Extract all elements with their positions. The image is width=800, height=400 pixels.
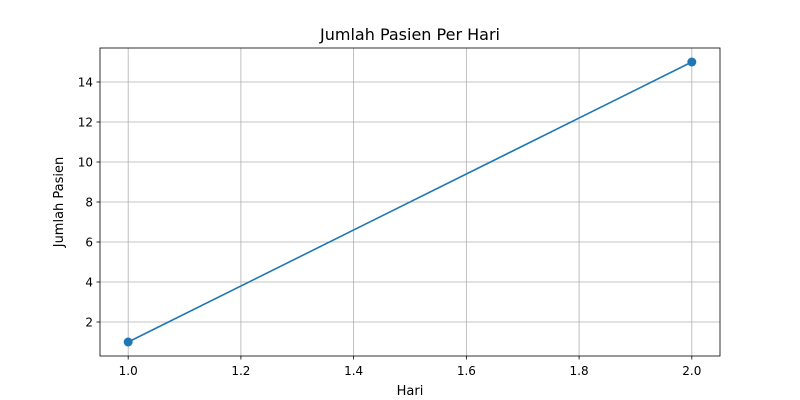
y-tick-label: 10 — [78, 156, 93, 170]
y-tick-label: 6 — [85, 236, 93, 250]
y-tick-label: 4 — [85, 276, 93, 290]
y-tick-label: 12 — [78, 116, 93, 130]
grid — [100, 48, 720, 356]
y-tick-label: 8 — [85, 196, 93, 210]
series-line — [127, 61, 693, 343]
x-tick-label: 1.4 — [344, 364, 363, 378]
series — [123, 57, 697, 347]
y-tick-label: 14 — [78, 76, 93, 90]
x-tick-label: 2.0 — [682, 364, 701, 378]
x-tick-label: 1.2 — [231, 364, 250, 378]
plot-frame — [99, 47, 721, 357]
x-tick-label: 1.0 — [119, 364, 138, 378]
y-axis-label: Jumlah Pasien — [52, 157, 67, 249]
x-axis-label: Hari — [397, 384, 424, 399]
chart-title: Jumlah Pasien Per Hari — [319, 25, 500, 44]
data-point — [123, 337, 133, 347]
x-tick-label: 1.6 — [457, 364, 476, 378]
axes: 1.0 1.2 1.4 1.6 1.8 2.0 2 4 6 8 10 12 14 — [78, 47, 721, 378]
y-tick-label: 2 — [85, 316, 93, 330]
data-point — [687, 57, 697, 67]
x-tick-label: 1.8 — [570, 364, 589, 378]
